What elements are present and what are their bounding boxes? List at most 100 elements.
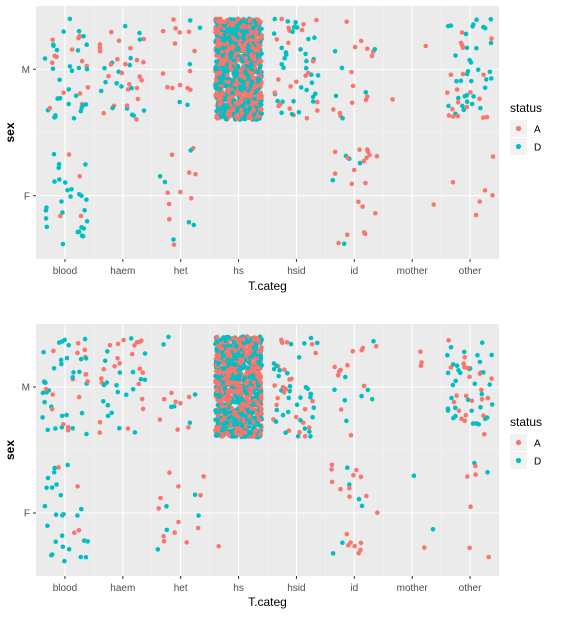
point-D [234,108,240,113]
point-D [129,85,134,91]
point-D [224,420,230,426]
point-A [226,432,231,438]
point-A [390,97,395,102]
point-A [278,102,283,107]
point-A [456,408,462,414]
point-A [177,30,182,35]
point-A [224,58,229,63]
point-A [279,16,285,22]
point-D [187,18,193,23]
point-D [228,428,234,434]
point-D [255,383,261,388]
point-A [238,384,244,390]
point-A [486,554,492,560]
point-D [289,111,295,117]
point-D [259,111,265,116]
point-A [233,413,238,419]
point-D [41,379,47,385]
point-A [198,493,203,498]
point-A [448,365,454,370]
point-D [64,412,69,418]
point-A [226,351,232,356]
point-D [228,343,233,349]
point-D [487,69,493,75]
point-D [308,434,313,439]
point-D [157,174,163,179]
point-A [244,381,249,386]
point-A [106,73,111,79]
point-A [354,467,359,473]
point-A [482,431,487,437]
point-A [349,100,355,105]
point-D [84,219,90,224]
point-A [481,413,486,418]
point-D [252,112,257,118]
point-A [225,374,230,379]
point-D [479,340,485,346]
point-A [248,70,254,76]
point-D [252,350,257,356]
point-A [250,360,256,366]
point-A [418,363,424,369]
point-D [84,197,89,202]
point-D [61,29,66,34]
point-A [253,33,259,38]
point-A [166,201,172,207]
point-D [479,391,485,397]
point-D [310,414,315,420]
point-D [475,67,481,73]
points [40,334,495,564]
point-D [365,387,371,393]
point-A [451,399,457,405]
point-D [187,61,193,67]
point-D [298,85,304,90]
point-A [274,37,280,42]
point-A [255,17,261,23]
point-D [76,65,82,71]
point-A [121,337,126,343]
point-D [155,547,161,552]
point-D [85,539,90,544]
point-A [450,114,456,119]
x-axis-title: T.categ [248,595,287,609]
point-A [227,396,233,401]
point-D [296,110,302,115]
point-D [164,527,170,533]
x-tick-label: other [459,583,482,594]
point-D [283,430,288,436]
legend: status AD [510,415,542,469]
point-A [107,342,113,348]
point-D [221,73,226,79]
point-D [272,16,278,22]
point-D [58,493,64,498]
point-A [257,411,263,416]
point-D [223,116,228,122]
point-D [216,432,221,438]
point-D [474,17,479,23]
point-A [85,85,91,90]
point-A [82,347,88,353]
point-D [84,431,89,437]
point-A [238,68,243,73]
point-D [42,399,47,405]
point-A [248,29,254,34]
point-D [449,395,454,401]
point-D [474,45,479,51]
point-D [102,65,107,71]
point-A [61,422,66,427]
point-A [43,386,49,392]
point-D [478,405,483,410]
point-D [40,390,46,396]
point-D [411,473,417,479]
point-D [313,91,318,97]
point-D [127,62,133,68]
point-D [192,392,198,397]
point-D [446,103,451,109]
point-D [310,99,316,104]
point-A [455,99,461,105]
point-A [310,398,315,404]
point-D [240,58,245,64]
point-A [56,465,61,470]
point-A [335,373,341,378]
point-D [445,370,451,376]
